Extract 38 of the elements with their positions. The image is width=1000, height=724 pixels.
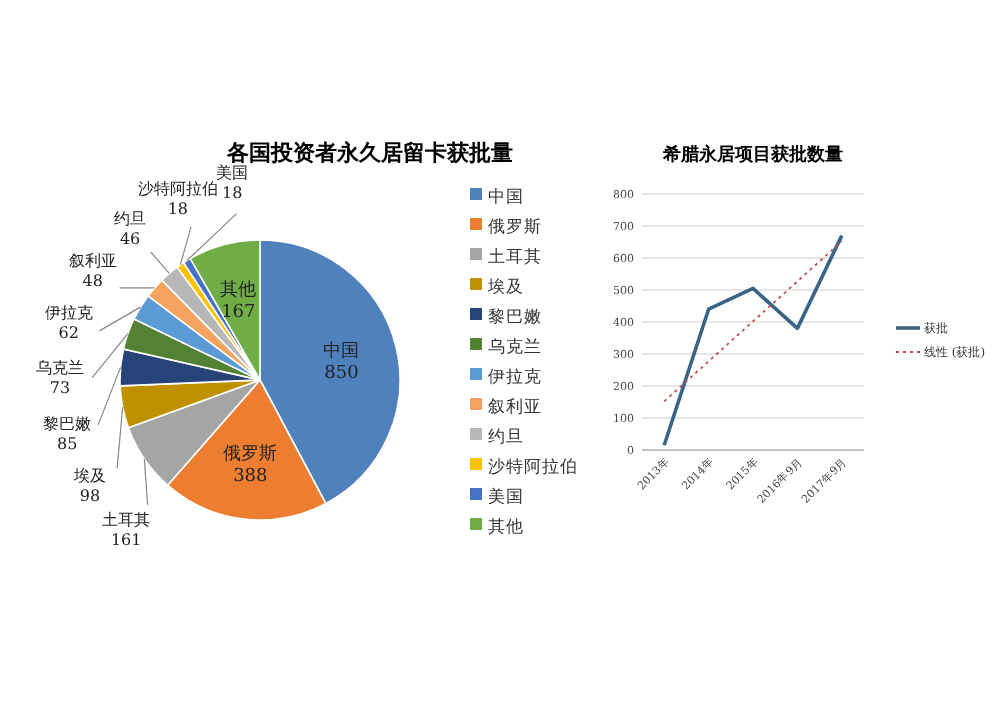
legend-label: 伊拉克: [488, 366, 542, 388]
slice-label: 俄罗斯: [223, 443, 278, 466]
legend-label: 埃及: [486, 276, 524, 298]
data-label: 62: [58, 323, 79, 342]
data-label: 161: [110, 530, 142, 549]
chart-title: 各国投资者永久居留卡获批量: [225, 140, 513, 166]
slice-label: 黎巴嫩: [43, 415, 92, 434]
data-label: 167: [221, 302, 257, 323]
slice-label: 埃及: [71, 467, 106, 486]
data-label: 73: [49, 379, 71, 398]
legend-label: 其他: [488, 516, 524, 538]
slice-label: 沙特阿拉伯: [137, 179, 218, 198]
data-label: 48: [82, 272, 103, 291]
legend-label: 黎巴嫩: [488, 306, 542, 328]
slice-label: 叙利亚: [68, 252, 117, 271]
legend-label: 美国: [488, 486, 524, 508]
legend-label: 俄罗斯: [488, 216, 542, 238]
data-label: 388: [233, 467, 269, 488]
slice-label: 中国: [323, 339, 360, 362]
data-label: 850: [324, 363, 360, 384]
data-label: 46: [119, 229, 141, 248]
slice-label: 其他: [220, 278, 257, 301]
legend-label: 约旦: [488, 426, 524, 448]
slice-label: 伊拉克: [44, 303, 93, 322]
legend-label: 中国: [488, 186, 524, 208]
slice-label: 土耳其: [102, 510, 151, 529]
chart-title: 希腊永居项目获批数量: [661, 144, 843, 166]
slice-label: 乌克兰: [36, 359, 85, 378]
slice-label: 约旦: [114, 209, 147, 228]
legend-label: 沙特阿拉伯: [488, 456, 578, 478]
legend-label: 乌克兰: [488, 336, 542, 358]
data-label: 18: [221, 183, 243, 202]
data-label: 98: [79, 487, 101, 506]
slice-label: 美国: [216, 163, 249, 182]
legend-label: 叙利亚: [488, 396, 542, 418]
legend-label: 土耳其: [488, 246, 542, 268]
data-label: 85: [57, 435, 78, 454]
data-label: 18: [167, 199, 189, 218]
